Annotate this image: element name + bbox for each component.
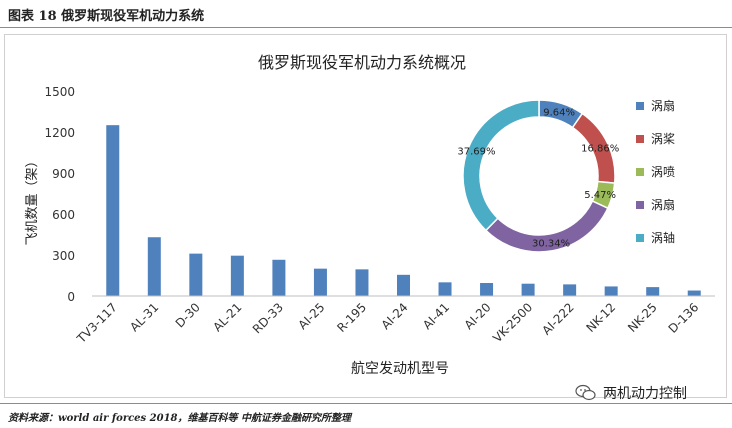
- donut-value-label: 16.86%: [581, 144, 619, 155]
- watermark-text: 两机动力控制: [603, 386, 687, 402]
- x-tick-label: AI-25: [295, 300, 327, 332]
- y-tick-label: 900: [52, 167, 75, 181]
- legend-swatch: [636, 168, 644, 176]
- x-tick-label: AL-21: [210, 300, 244, 334]
- y-tick-label: 300: [52, 249, 75, 263]
- donut-chart: 9.64% 16.86% 5.47% 30.34% 37.69%: [457, 99, 619, 253]
- y-tick-label: 600: [52, 208, 75, 222]
- x-tick-label: VK-2500: [490, 300, 535, 345]
- donut-value-label: 30.34%: [532, 238, 570, 249]
- chart-title: 俄罗斯现役军机动力系统概况: [258, 53, 466, 72]
- x-axis-title: 航空发动机型号: [351, 361, 449, 377]
- legend-label: 涡桨: [651, 132, 675, 146]
- x-tick-label: AI-20: [462, 300, 494, 332]
- x-tick-label: NK-12: [584, 300, 619, 335]
- donut-slice: [462, 99, 540, 232]
- legend-label: 涡轴: [651, 230, 675, 245]
- x-tick-label: TV3-117: [74, 300, 120, 346]
- chart-frame: [4, 34, 727, 398]
- wechat-icon: [575, 384, 596, 401]
- y-axis: 0 300 600 900 1200 1500: [44, 85, 75, 304]
- bar-ai-24: [397, 274, 410, 296]
- x-tick-label: D-30: [173, 300, 203, 330]
- x-tick-label: AI-41: [420, 300, 452, 332]
- bar-series: [106, 125, 701, 297]
- x-tick-label: NK-25: [625, 300, 660, 335]
- bar-tv3-117: [106, 125, 120, 297]
- bar-al-31: [147, 237, 161, 296]
- legend-label: 涡喷: [651, 165, 675, 179]
- y-axis-title: 飞机数量（架）: [25, 154, 40, 245]
- bar-d-136: [687, 290, 701, 296]
- source-note: 资料来源：world air forces 2018，维基百科等 中航证券金融研…: [8, 413, 351, 424]
- bar-ai-222: [563, 284, 577, 296]
- y-tick-label: 1200: [44, 126, 75, 140]
- legend-swatch: [636, 102, 644, 110]
- x-tick-label: AL-31: [127, 300, 161, 334]
- top-divider: [0, 27, 732, 28]
- watermark: 两机动力控制: [575, 383, 687, 403]
- y-tick-label: 0: [67, 290, 75, 304]
- x-tick-label: AI-222: [539, 300, 576, 337]
- donut-value-label: 37.69%: [457, 147, 495, 158]
- bar-ai-20: [480, 283, 494, 296]
- bar-vk-2500: [521, 283, 535, 296]
- bar-ai-41: [438, 282, 452, 296]
- bar-rd-33: [272, 259, 286, 296]
- x-tick-label: D-136: [666, 300, 702, 336]
- figure-label: 图表 18 俄罗斯现役军机动力系统: [8, 9, 205, 24]
- x-axis: TV3-117 AL-31 D-30 AL-21 RD-33 AI-25 R-195 AI-2…: [74, 295, 715, 346]
- legend-swatch: [636, 234, 644, 242]
- legend-swatch: [636, 201, 644, 209]
- bar-al-21: [230, 255, 244, 296]
- x-tick-label: AI-24: [379, 300, 411, 332]
- donut-value-label: 5.47%: [584, 190, 616, 201]
- bar-nk-12: [604, 286, 618, 296]
- x-tick-label: RD-33: [250, 300, 286, 336]
- bar-nk-25: [646, 287, 660, 296]
- x-tick-label: R-195: [334, 300, 369, 335]
- bar-d-30: [189, 253, 203, 296]
- y-tick-label: 1500: [44, 85, 75, 99]
- bar-ai-25: [313, 268, 327, 296]
- legend-label: 涡扇: [651, 98, 675, 113]
- donut-value-label: 9.64%: [543, 108, 575, 119]
- bottom-divider: [0, 403, 732, 404]
- legend-label: 涡扇: [651, 197, 675, 212]
- legend-swatch: [636, 135, 644, 143]
- bar-r-195: [355, 269, 369, 296]
